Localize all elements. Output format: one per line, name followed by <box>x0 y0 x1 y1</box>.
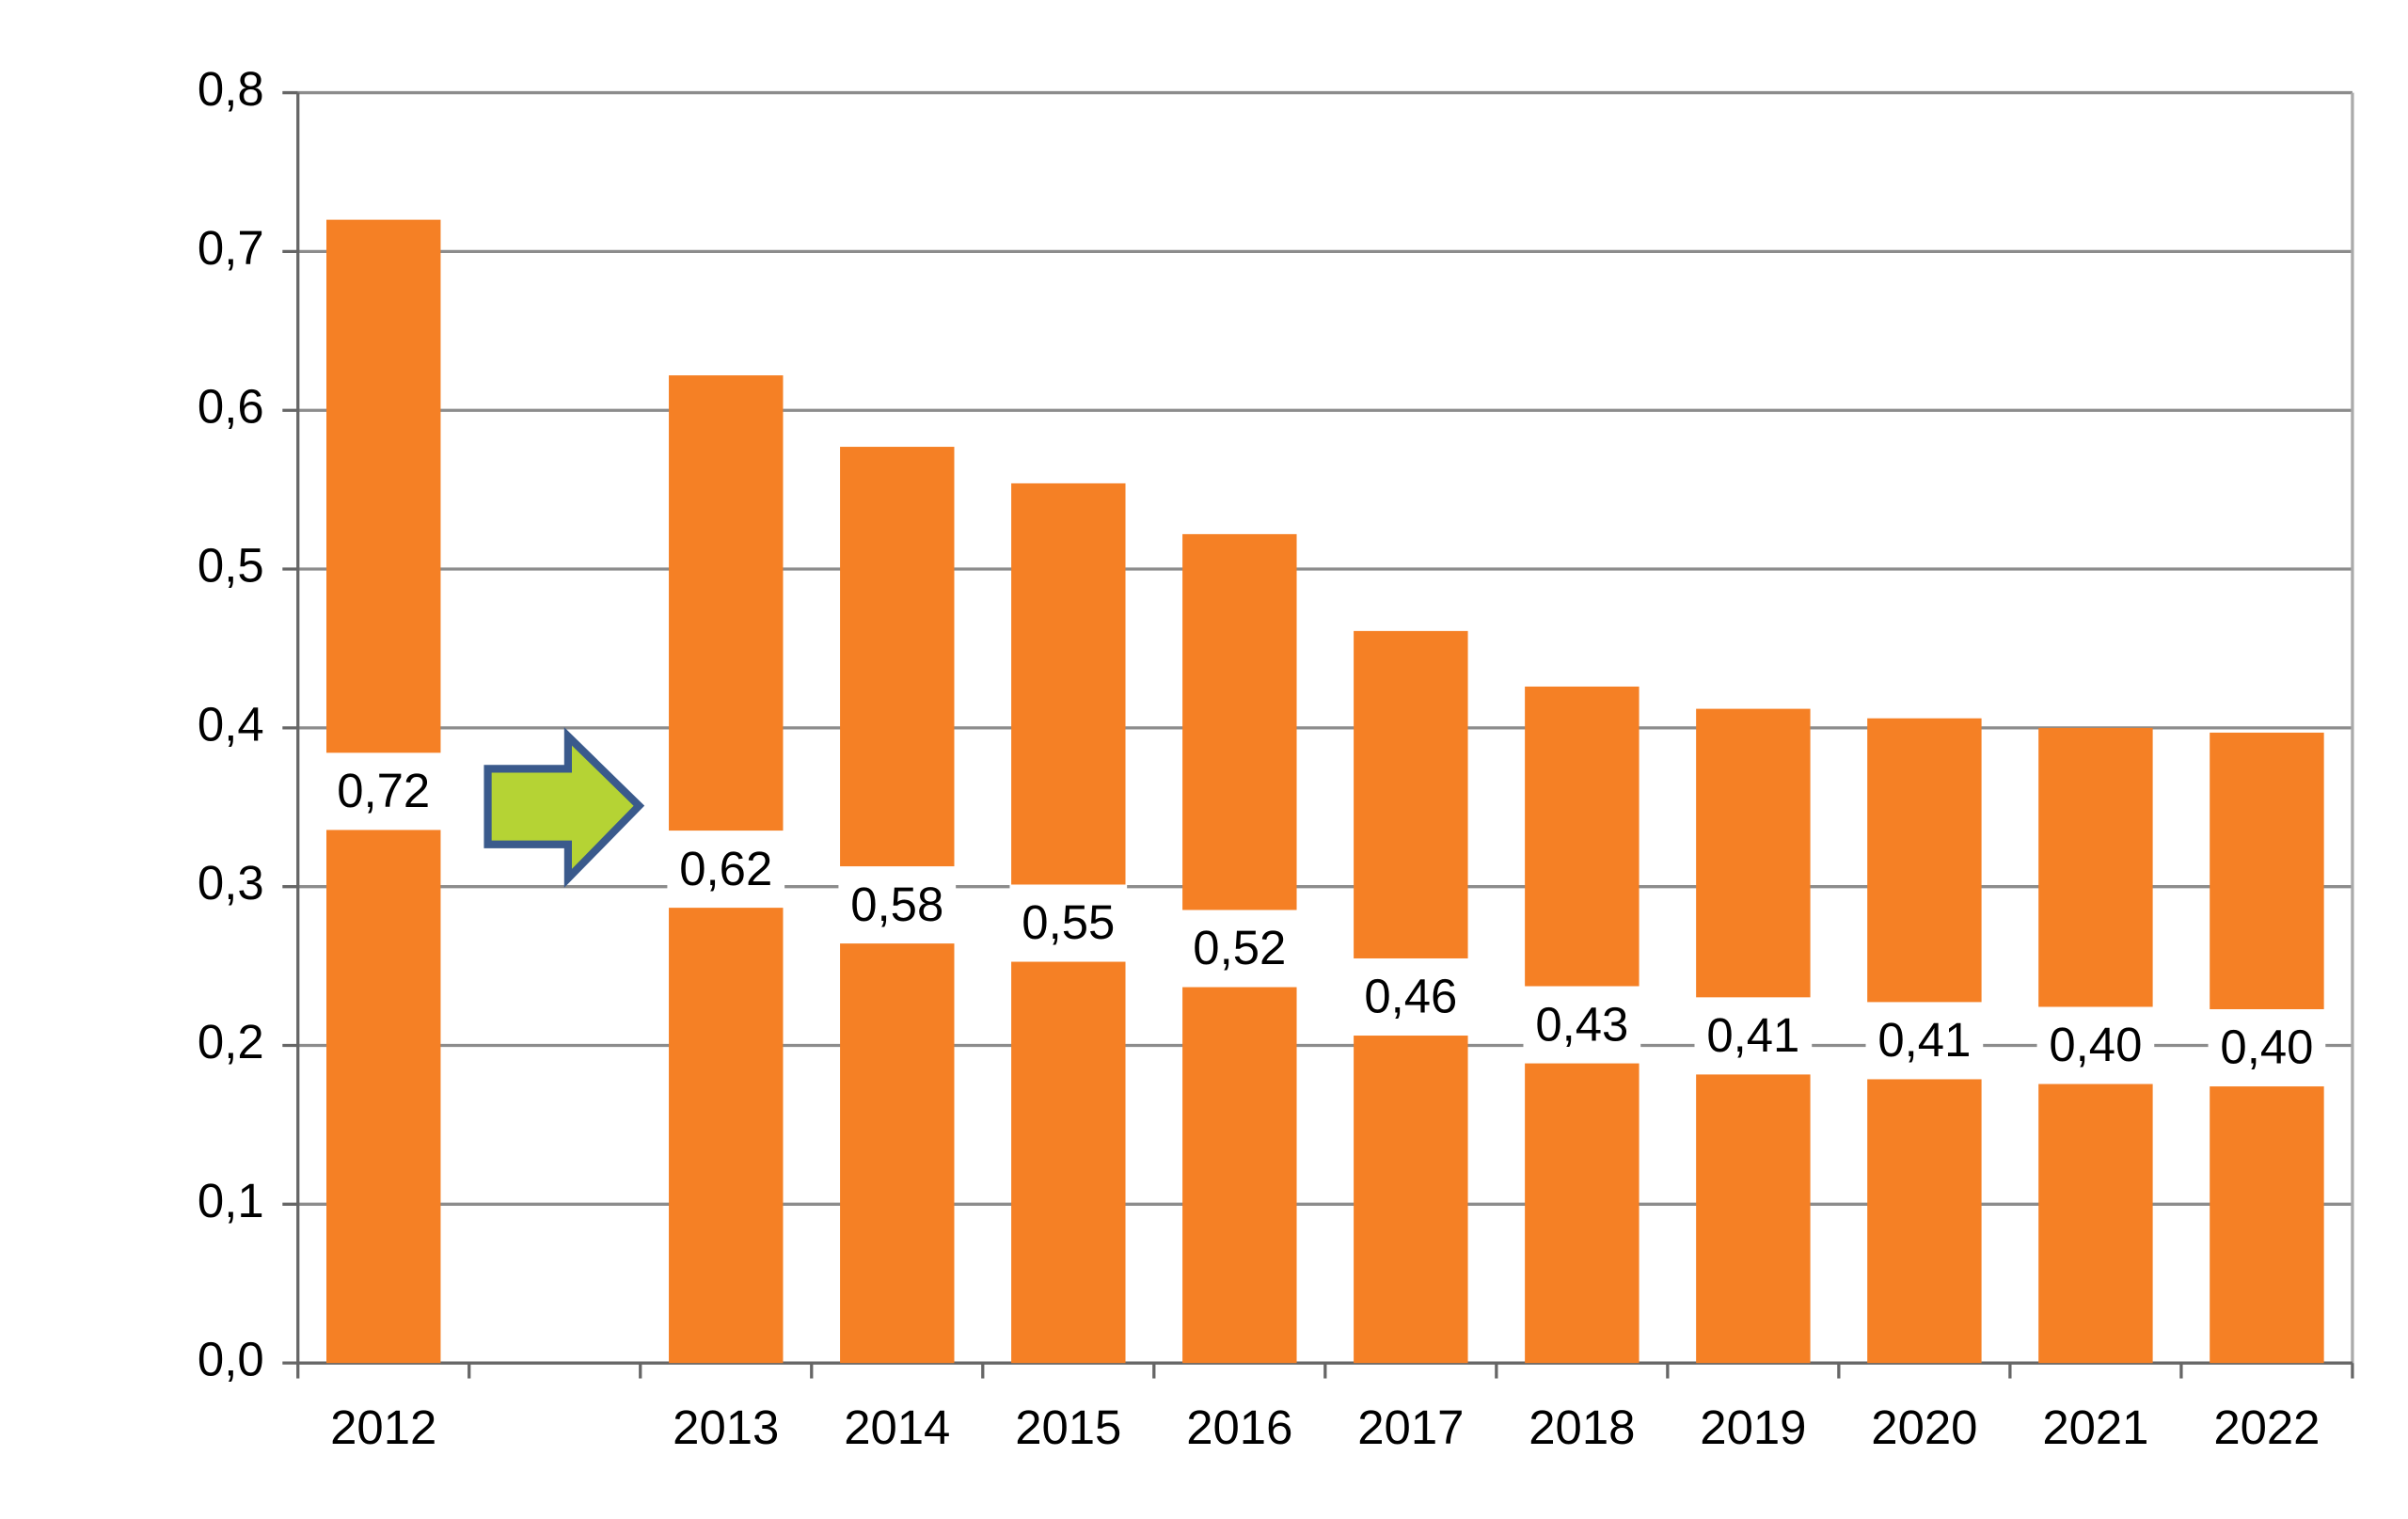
y-tick-label: 0,8 <box>198 62 264 116</box>
x-tick-label: 2016 <box>1186 1400 1292 1454</box>
y-tick-label: 0,7 <box>198 221 264 275</box>
x-tick-label: 2012 <box>330 1400 436 1454</box>
y-tick-label: 0,5 <box>198 538 264 592</box>
value-label: 0,40 <box>2049 1018 2142 1071</box>
x-tick-label: 2018 <box>1529 1400 1635 1454</box>
value-label: 0,40 <box>2220 1021 2313 1074</box>
y-tick-label: 0,2 <box>198 1015 264 1068</box>
x-tick-label: 2022 <box>2213 1400 2320 1454</box>
x-tick-label: 2019 <box>1700 1400 1806 1454</box>
value-label: 0,55 <box>1022 895 1115 949</box>
value-label-box <box>2036 1006 2155 1084</box>
value-label-box <box>1180 910 1299 988</box>
y-tick-label: 0,4 <box>198 697 264 751</box>
x-tick-label: 2015 <box>1015 1400 1121 1454</box>
y-tick-label: 0,1 <box>198 1174 264 1227</box>
y-tick-label: 0,6 <box>198 380 264 434</box>
x-tick-label: 2014 <box>844 1400 950 1454</box>
x-tick-label: 2021 <box>2042 1400 2148 1454</box>
y-tick-label: 0,3 <box>198 856 264 910</box>
arrow <box>483 727 645 888</box>
value-label-box <box>1694 997 1813 1075</box>
y-tick-label: 0,0 <box>198 1333 264 1386</box>
value-label-box <box>1523 986 1641 1064</box>
value-label: 0,62 <box>679 842 772 895</box>
value-label: 0,46 <box>1364 970 1457 1023</box>
value-label: 0,41 <box>1877 1013 1971 1067</box>
value-label-box <box>667 831 785 909</box>
value-label-box <box>2208 1009 2326 1087</box>
value-label-box <box>838 866 957 944</box>
value-label: 0,41 <box>1706 1008 1799 1062</box>
value-label-box <box>1352 957 1470 1036</box>
value-label-box <box>1865 1002 1984 1080</box>
x-tick-label: 2013 <box>673 1400 779 1454</box>
value-label: 0,52 <box>1193 921 1286 974</box>
value-label-box <box>1009 884 1128 962</box>
value-label: 0,43 <box>1535 997 1628 1051</box>
value-label: 0,58 <box>850 878 943 931</box>
value-label-box <box>325 752 443 831</box>
x-tick-label: 2017 <box>1357 1400 1464 1454</box>
value-label: 0,72 <box>337 764 430 817</box>
x-tick-label: 2020 <box>1871 1400 1977 1454</box>
